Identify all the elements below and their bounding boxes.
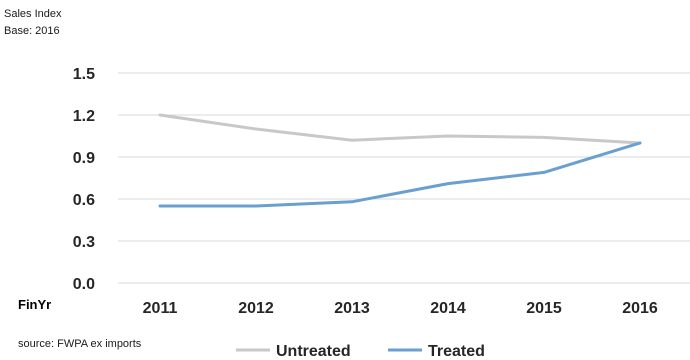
- y-axis-tick-labels: 1.5 1.2 0.9 0.6 0.3 0.0: [73, 66, 95, 293]
- x-tick-label: 2015: [526, 300, 562, 317]
- header-line-2: Base: 2016: [4, 25, 60, 37]
- series-lines: [158, 113, 642, 208]
- y-tick-label: 1.5: [73, 66, 95, 83]
- y-tick-label: 0.6: [73, 192, 95, 209]
- y-tick-label: 1.2: [73, 108, 95, 125]
- x-tick-label: 2012: [238, 300, 274, 317]
- gridlines: [118, 72, 690, 284]
- header-line-1: Sales Index: [4, 8, 62, 20]
- x-tick-label: 2016: [622, 300, 658, 317]
- legend-label-treated: Treated: [428, 343, 485, 360]
- y-tick-label: 0.0: [73, 276, 95, 293]
- x-tick-label: 2013: [334, 300, 370, 317]
- x-axis-tick-labels: 2011 2012 2013 2014 2015 2016: [143, 300, 658, 317]
- series-line-untreated: [158, 113, 642, 145]
- x-tick-label: 2014: [430, 300, 466, 317]
- y-tick-label: 0.3: [73, 234, 95, 251]
- legend-label-untreated: Untreated: [276, 343, 351, 360]
- x-axis-label: FinYr: [18, 297, 51, 312]
- y-tick-label: 0.9: [73, 150, 95, 167]
- x-tick-label: 2011: [143, 300, 178, 317]
- source-note: source: FWPA ex imports: [18, 338, 142, 350]
- series-line-treated: [158, 141, 642, 208]
- legend: Untreated Treated: [236, 343, 485, 360]
